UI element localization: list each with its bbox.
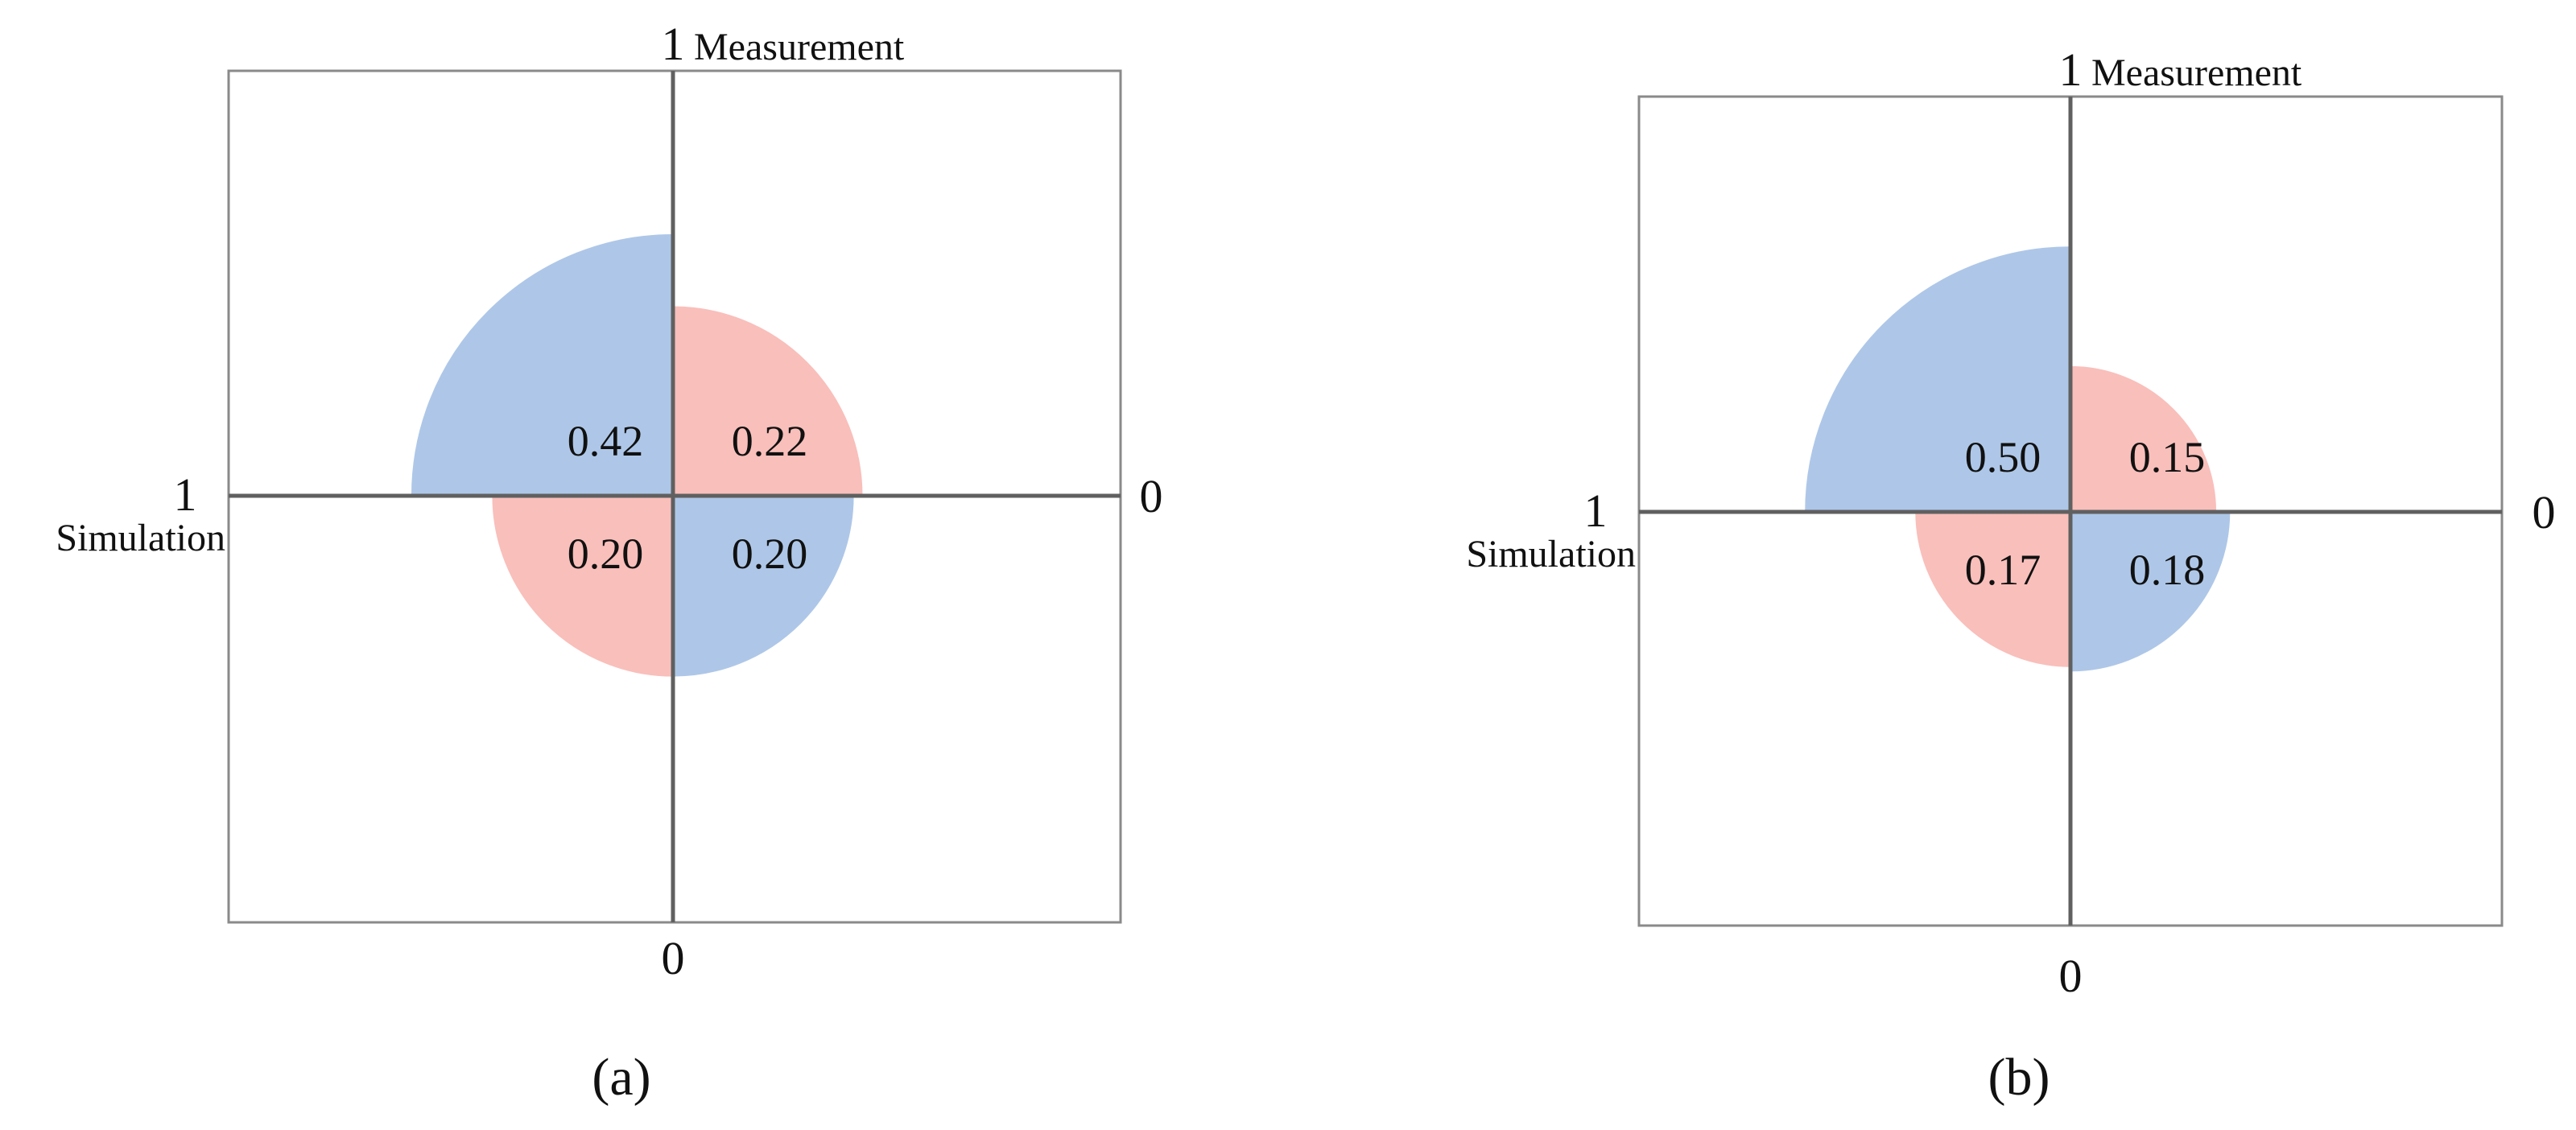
horizontal-axis-name: Simulation [1466,533,1636,575]
horizontal-axis-max: 1 [174,468,197,521]
value-label-bottom-right: 0.20 [732,530,808,578]
wedge-top-right [2070,365,2217,513]
horizontal-axis-min: 0 [1140,470,1163,522]
value-label-bottom-right: 0.18 [2129,546,2206,594]
value-label-top-right: 0.15 [2129,433,2206,481]
value-label-bottom-left: 0.20 [568,530,644,578]
fourfold-panel-b: 0.50 0.150.17 0.181 Measurement01Simulation… [1466,43,2555,1107]
value-label-top-left: 0.50 [1965,433,2041,481]
wedge-top-right [672,306,863,497]
vertical-axis-name: Measurement [694,26,905,68]
value-label-top-left: 0.42 [568,417,644,465]
value-label-bottom-left: 0.17 [1965,546,2041,594]
vertical-axis-max: 1 [662,18,685,70]
horizontal-axis-name: Simulation [56,517,225,559]
wedge-bottom-right [672,495,854,677]
fourfold-panel-a: 0.42 0.220.20 0.201 Measurement01Simulation… [56,18,1162,1107]
wedge-bottom-left [492,495,674,677]
panel-label: (a) [592,1048,650,1107]
wedge-bottom-right [2070,511,2231,672]
wedge-bottom-left [1915,511,2071,667]
wedge-top-left [1805,246,2071,513]
wedge-top-left [411,233,674,497]
horizontal-axis-max: 1 [1584,485,1608,537]
panel-label: (b) [1988,1048,2050,1107]
value-label-top-right: 0.22 [732,417,808,465]
vertical-axis-min: 0 [2059,950,2083,1002]
vertical-axis-min: 0 [662,932,685,984]
horizontal-axis-min: 0 [2533,486,2556,538]
vertical-axis-max: 1 [2059,43,2083,96]
vertical-axis-name: Measurement [2091,52,2302,94]
